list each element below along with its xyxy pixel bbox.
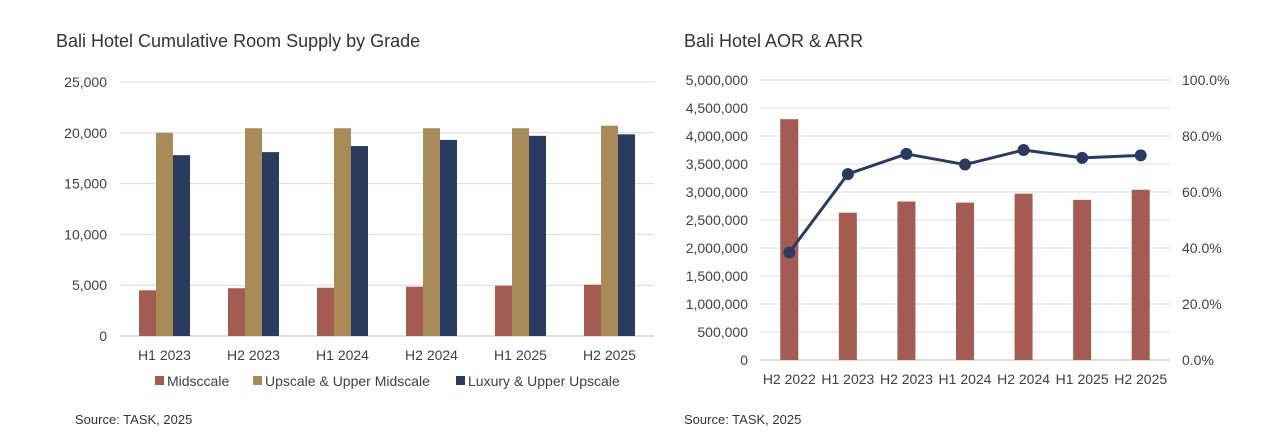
arr-point <box>900 147 913 160</box>
y-right-tick-label: 20.0% <box>1182 296 1222 312</box>
y-left-tick-label: 4,500,000 <box>686 100 748 116</box>
room-supply-chart-title: Bali Hotel Cumulative Room Supply by Gra… <box>56 31 421 51</box>
luxury-bar <box>529 135 546 336</box>
x-tick-label: H2 2022 <box>763 371 816 387</box>
room-supply-source: Source: TASK, 2025 <box>75 412 193 427</box>
aor-arr-chart: 0 500,000 1,000,000 1,500,000 2,000,000 2,500… <box>686 72 1230 387</box>
x-tick-label: H2 2023 <box>880 371 933 387</box>
midscale-bar <box>317 287 334 336</box>
aor-arr-source: Source: TASK, 2025 <box>684 412 802 427</box>
upscale-bar <box>245 128 262 336</box>
y-left-tick-label: 4,000,000 <box>686 128 748 144</box>
aor-bar <box>956 202 974 360</box>
luxury-bar <box>351 146 368 336</box>
y-left-tick-label: 1,500,000 <box>686 268 748 284</box>
upscale-bar <box>156 132 173 336</box>
midscale-bar <box>228 288 245 336</box>
y-tick-label: 5,000 <box>72 277 107 293</box>
y-right-tick-label: 40.0% <box>1182 240 1222 256</box>
room-supply-panel: Bali Hotel Cumulative Room Supply by Gra… <box>56 31 654 427</box>
y-right-tick-label: 80.0% <box>1182 128 1222 144</box>
arr-point <box>959 158 971 171</box>
midscale-bar <box>139 290 156 336</box>
arr-point <box>1134 149 1147 162</box>
y-left-tick-label: 3,500,000 <box>686 156 748 172</box>
room-supply-chart: 0 5,000 10,000 15,000 20,000 25,000 H1 2023 H2 … <box>64 74 654 389</box>
x-tick-label: H2 2023 <box>227 347 280 363</box>
x-tick-label: H1 2025 <box>494 347 547 363</box>
y-right-tick-label: 100.0% <box>1182 72 1229 88</box>
x-tick-label: H1 2023 <box>138 347 191 363</box>
midscale-bar <box>495 285 512 336</box>
y-left-tick-label: 1,000,000 <box>686 296 748 312</box>
x-tick-label: H2 2024 <box>405 347 458 363</box>
x-tick-label: H2 2024 <box>997 371 1050 387</box>
y-tick-label: 0 <box>99 328 107 344</box>
y-left-tick-label: 500,000 <box>697 324 748 340</box>
x-tick-label: H2 2025 <box>1114 371 1167 387</box>
luxury-bar <box>440 139 457 336</box>
midscale-bar <box>406 286 423 336</box>
y-tick-label: 15,000 <box>64 176 107 192</box>
y-tick-label: 10,000 <box>64 226 107 242</box>
y-left-tick-label: 2,000,000 <box>686 240 748 256</box>
upscale-bar <box>423 128 440 336</box>
x-tick-label: H2 2025 <box>583 347 636 363</box>
arr-point <box>1076 151 1089 164</box>
luxury-bar <box>618 134 635 336</box>
aor-bar <box>838 212 857 360</box>
y-left-tick-label: 3,000,000 <box>686 184 748 200</box>
midscale-bar <box>584 284 601 336</box>
y-right-tick-label: 0.0% <box>1182 352 1214 368</box>
upscale-bar <box>512 128 529 336</box>
upscale-bar <box>334 128 351 336</box>
y-tick-label: 20,000 <box>64 125 107 141</box>
x-tick-label: H1 2025 <box>1056 371 1109 387</box>
legend-swatch <box>456 376 465 385</box>
y-left-tick-label: 2,500,000 <box>686 212 748 228</box>
aor-bar <box>1014 193 1033 360</box>
legend-label: Midsccale <box>167 373 229 389</box>
aor-bar <box>1073 199 1092 360</box>
y-right-tick-label: 60.0% <box>1182 184 1222 200</box>
arr-point <box>1017 144 1030 156</box>
legend-label: Luxury & Upper Upscale <box>468 373 620 389</box>
arr-point <box>841 168 854 181</box>
aor-bar <box>780 119 799 360</box>
y-left-tick-label: 0 <box>740 352 748 368</box>
legend-swatch <box>253 376 262 385</box>
aor-arr-chart-title: Bali Hotel AOR & ARR <box>684 31 864 51</box>
luxury-bar <box>262 152 279 336</box>
x-tick-label: H1 2024 <box>939 371 992 387</box>
x-tick-label: H1 2024 <box>316 347 369 363</box>
aor-bar <box>897 201 916 360</box>
x-tick-label: H1 2023 <box>821 371 874 387</box>
arr-point <box>783 246 796 259</box>
legend-swatch <box>155 376 164 385</box>
legend-label: Upscale & Upper Midscale <box>265 373 430 389</box>
y-tick-label: 25,000 <box>64 74 107 90</box>
luxury-bar <box>173 155 190 336</box>
upscale-bar <box>601 125 618 336</box>
aor-arr-panel: Bali Hotel AOR & ARR 0 500,000 1,000,000 1,… <box>660 0 1282 445</box>
aor-bar <box>1131 189 1150 360</box>
y-left-tick-label: 5,000,000 <box>686 72 748 88</box>
